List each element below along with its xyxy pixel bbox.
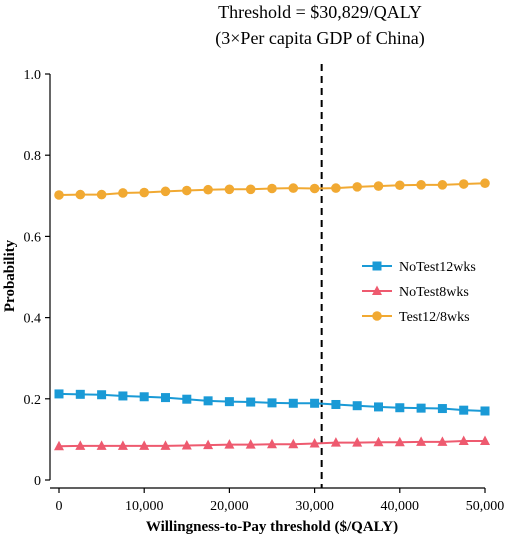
series-point [203, 184, 213, 195]
series-point [458, 179, 469, 189]
series-point [309, 183, 320, 194]
series-point [416, 403, 426, 413]
y-tick-label: 1.0 [24, 68, 42, 83]
series-point [139, 187, 149, 198]
x-axis-title: Willingness-to-Pay threshold ($/QALY) [146, 519, 398, 535]
axes: 0 0.2 0.4 0.6 0.8 1.0 0 10,000 20,000 30,000 40,00… [24, 68, 505, 514]
legend-item: Test12/8wks [362, 310, 470, 325]
series-point [395, 180, 405, 191]
series-point [267, 438, 277, 449]
series-point [160, 186, 171, 197]
series-point [182, 185, 192, 196]
series-point [224, 397, 234, 407]
series-point [373, 436, 384, 447]
series-point [117, 440, 128, 450]
series-point [288, 183, 299, 193]
series-point [372, 261, 382, 271]
y-tick-label: 0.2 [24, 393, 42, 408]
x-tick-label: 0 [56, 499, 63, 514]
series-point [330, 437, 341, 447]
series-notest12wks [54, 389, 490, 416]
series-point [352, 437, 363, 447]
threshold-annotation-line-1: Threshold = $30,829/QALY [218, 2, 422, 22]
series-point [331, 399, 341, 409]
series-point [267, 183, 277, 194]
series-point [246, 397, 256, 407]
series-point [54, 389, 64, 399]
series-point [288, 438, 299, 449]
x-tick-label: 30,000 [295, 499, 334, 514]
series-point [480, 435, 490, 446]
series-point [372, 311, 382, 321]
legend-item: NoTest8wks [362, 285, 469, 300]
series-point [54, 190, 64, 200]
series-point [224, 439, 235, 449]
series-point [459, 405, 469, 415]
series-point [96, 189, 107, 200]
series-point [416, 180, 426, 190]
series-point [352, 401, 362, 411]
legend-label: NoTest8wks [399, 285, 469, 300]
series-point [160, 440, 171, 450]
series-test12-8wks [54, 178, 490, 200]
legend-label: Test12/8wks [399, 310, 470, 325]
x-tick-label: 20,000 [210, 499, 249, 514]
series-point [331, 183, 341, 193]
series-point [480, 178, 490, 189]
series-group [54, 178, 490, 451]
series-point [96, 440, 107, 450]
series-point [437, 436, 448, 446]
y-tick-label: 0.8 [24, 149, 42, 164]
series-point [245, 439, 256, 449]
series-point [352, 182, 363, 192]
series-point [54, 440, 64, 451]
series-point [267, 398, 277, 408]
series-point [118, 188, 128, 198]
series-point [416, 436, 427, 446]
series-notest8wks [54, 435, 490, 451]
series-point [203, 396, 213, 406]
y-tick-label: 0.4 [24, 312, 42, 327]
y-tick-label: 0 [34, 474, 41, 489]
series-point [182, 394, 192, 404]
x-tick-label: 40,000 [381, 499, 420, 514]
legend-label: NoTest12wks [399, 260, 476, 275]
series-point [394, 436, 405, 447]
series-point [437, 404, 447, 414]
series-point [224, 184, 235, 195]
legend: NoTest12wks NoTest8wks Test12/8wks [362, 260, 476, 325]
series-point [75, 440, 86, 450]
series-point [181, 439, 192, 450]
series-point [245, 184, 256, 195]
series-point [118, 391, 128, 401]
series-point [161, 393, 170, 403]
series-point [203, 439, 214, 450]
series-point [373, 181, 384, 191]
threshold-annotation-line-2: (3×Per capita GDP of China) [215, 28, 424, 49]
x-tick-label: 10,000 [125, 499, 164, 514]
series-point [458, 435, 469, 446]
series-point [75, 189, 86, 200]
series-point [288, 398, 298, 408]
series-point [75, 389, 85, 399]
series-point [374, 402, 383, 412]
series-point [309, 437, 320, 448]
x-tick-label: 50,000 [466, 499, 505, 514]
legend-item: NoTest12wks [362, 260, 476, 275]
series-point [372, 285, 382, 295]
series-point [97, 390, 107, 400]
series-point [395, 403, 405, 413]
series-point [139, 392, 149, 402]
series-point [437, 180, 448, 190]
y-axis-title: Probability [2, 239, 18, 312]
series-point [139, 440, 150, 450]
y-tick-label: 0.6 [24, 230, 42, 245]
series-point [310, 398, 320, 408]
series-point [480, 406, 490, 416]
